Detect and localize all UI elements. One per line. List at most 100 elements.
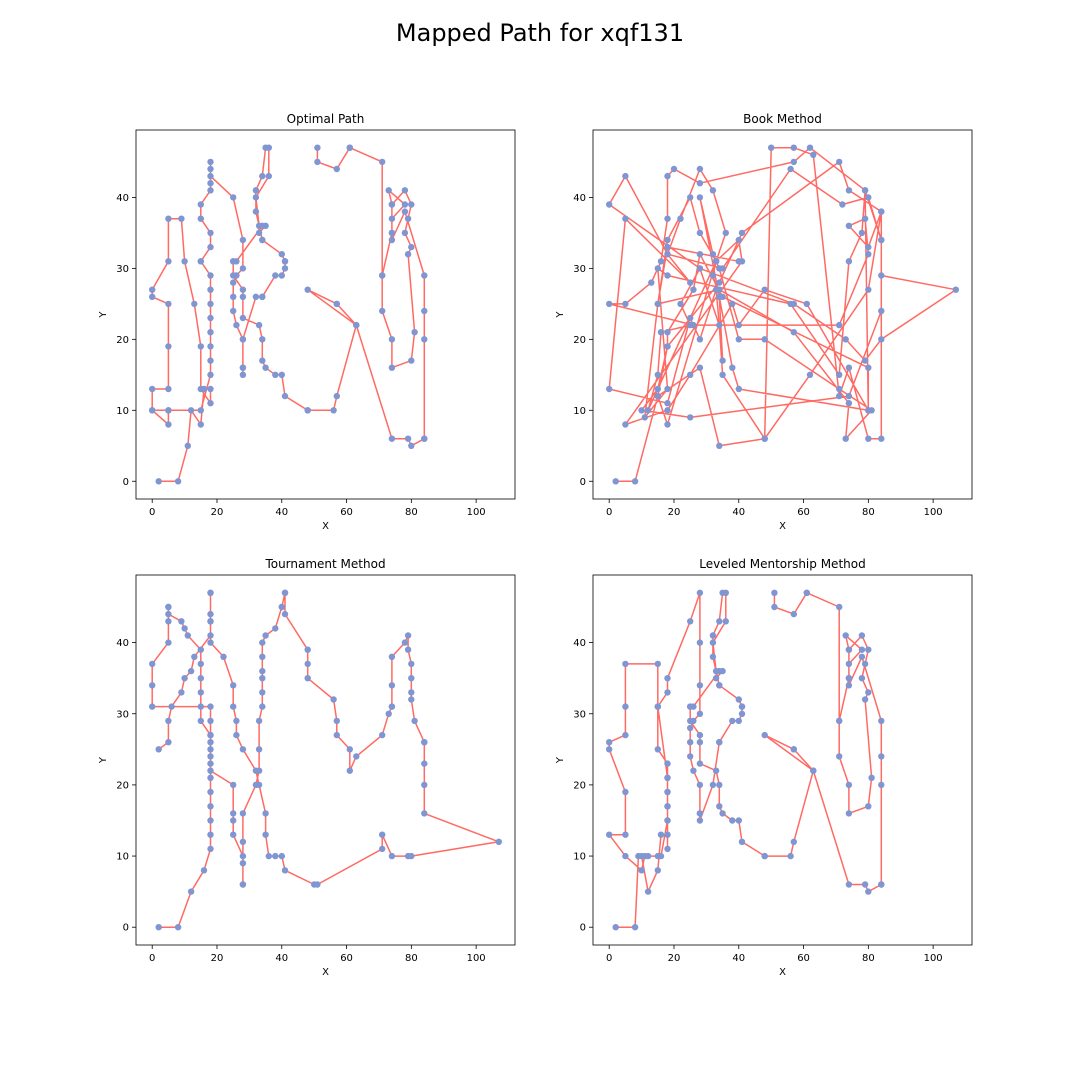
x-tick-label: 100	[924, 953, 943, 964]
city-point	[716, 265, 723, 272]
city-point	[165, 258, 172, 265]
city-point	[281, 610, 289, 618]
city-point	[281, 265, 289, 272]
city-point	[379, 831, 386, 838]
city-point	[654, 371, 661, 378]
city-point	[858, 653, 866, 660]
city-point	[388, 229, 396, 237]
city-point	[239, 810, 247, 817]
city-point	[311, 881, 318, 888]
city-point	[281, 589, 289, 596]
city-point	[606, 746, 613, 753]
city-point	[861, 357, 869, 364]
y-tick-label: 10	[573, 406, 586, 417]
city-point	[207, 314, 214, 322]
city-point	[207, 172, 214, 180]
city-point	[664, 215, 671, 222]
city-point	[197, 201, 204, 208]
city-point	[401, 639, 409, 646]
city-point	[696, 265, 704, 272]
city-point	[878, 336, 885, 343]
city-point	[165, 421, 172, 428]
city-point	[200, 867, 208, 874]
city-point	[197, 646, 204, 653]
city-point	[408, 675, 415, 682]
city-point	[865, 888, 872, 895]
city-point	[165, 343, 172, 350]
city-point	[696, 817, 704, 824]
city-point	[606, 831, 613, 838]
city-point	[259, 667, 266, 675]
city-point	[664, 272, 671, 279]
city-point	[149, 385, 156, 393]
city-point	[845, 646, 853, 653]
city-point	[664, 329, 671, 336]
city-point	[165, 603, 172, 611]
city-point	[259, 236, 266, 244]
city-point	[716, 803, 723, 810]
city-point	[696, 639, 704, 646]
city-point	[149, 682, 156, 689]
city-point	[252, 208, 260, 215]
city-point	[716, 321, 723, 329]
city-point	[842, 632, 849, 639]
city-point	[719, 357, 726, 364]
axes-frame	[592, 129, 973, 500]
city-point	[187, 888, 195, 895]
city-point	[230, 293, 237, 300]
city-point	[644, 852, 652, 860]
city-point	[761, 852, 768, 860]
city-point	[230, 258, 237, 265]
subplot-title: Book Method	[743, 112, 822, 126]
city-point	[149, 407, 156, 414]
city-point	[411, 717, 418, 725]
city-point	[696, 165, 704, 173]
axes-frame	[135, 574, 516, 946]
city-point	[207, 731, 214, 739]
city-point	[845, 675, 853, 682]
city-point	[333, 731, 340, 739]
city-point	[657, 831, 665, 838]
city-point	[631, 478, 639, 485]
y-tick-label: 10	[116, 852, 129, 863]
city-point	[865, 435, 872, 442]
city-point	[404, 852, 412, 860]
city-point	[622, 300, 629, 308]
city-point	[716, 442, 723, 449]
city-point	[858, 632, 866, 639]
city-point	[207, 180, 214, 187]
city-point	[787, 165, 794, 173]
city-point	[174, 924, 182, 931]
y-tick-label: 20	[573, 335, 586, 346]
city-point	[878, 307, 885, 315]
city-point	[845, 392, 853, 400]
city-point	[677, 300, 684, 308]
city-point	[207, 610, 214, 618]
city-point	[191, 653, 198, 660]
city-point	[239, 881, 247, 888]
y-axis-label: Y	[555, 756, 566, 764]
city-point	[836, 385, 843, 393]
subplot-title: Optimal Path	[287, 112, 365, 126]
city-point	[696, 180, 704, 187]
city-point	[239, 860, 247, 867]
city-point	[803, 300, 810, 308]
city-point	[404, 646, 412, 653]
city-point	[408, 357, 415, 364]
city-point	[845, 400, 853, 407]
city-point	[664, 172, 671, 180]
city-point	[421, 781, 428, 789]
city-point	[709, 781, 717, 789]
city-point	[230, 194, 237, 201]
city-point	[638, 407, 645, 414]
city-point	[664, 385, 671, 393]
city-point	[207, 703, 214, 710]
y-tick-label: 30	[116, 264, 129, 275]
city-point	[768, 144, 775, 151]
y-axis-label: Y	[98, 311, 109, 319]
figure-title: Mapped Path for xqf131	[396, 19, 684, 47]
city-point	[421, 760, 428, 767]
x-axis-label: X	[322, 521, 329, 532]
city-point	[259, 357, 266, 364]
city-point	[333, 392, 340, 400]
